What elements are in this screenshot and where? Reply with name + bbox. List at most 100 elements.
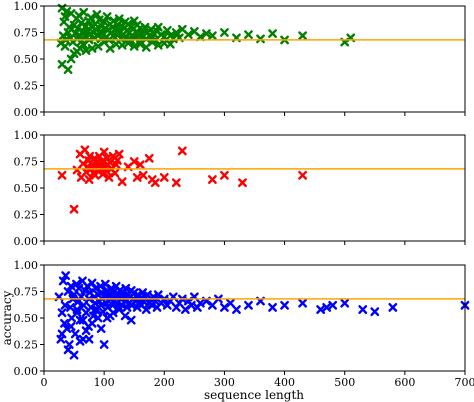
data-point [78,315,88,325]
data-point [66,54,76,64]
data-point [183,30,193,40]
data-point [177,146,187,156]
data-point [69,204,79,214]
data-point [63,65,73,74]
data-point [84,334,94,344]
data-point [208,300,217,310]
data-point [93,313,103,323]
y-tick-label: 0.75 [14,27,39,40]
data-point [144,153,154,163]
data-point [105,44,115,53]
data-point [153,22,163,32]
data-point [153,290,163,300]
data-point [58,276,68,286]
data-point [57,329,67,339]
data-point [135,160,145,170]
data-point [102,286,112,295]
y-tick-label: 0.50 [14,312,39,325]
data-point [132,303,142,312]
data-point [60,318,69,328]
data-point [298,31,308,41]
data-point [138,170,148,180]
data-point [69,350,79,360]
y-tick-label: 0.00 [14,235,39,248]
data-point [104,173,114,182]
data-point [60,41,70,51]
axes-frame [43,134,466,242]
x-tick-label: 200 [154,376,175,389]
x-axis-label: sequence length [204,388,304,402]
y-tick-label: 0.00 [14,365,39,378]
data-point [316,305,326,314]
data-point [81,326,91,336]
data-point [186,300,196,310]
y-tick-label: 0.75 [14,156,39,169]
data-point [208,175,217,184]
data-point [117,40,127,50]
data-point [256,34,265,44]
data-point [208,31,217,41]
data-point [298,298,308,308]
data-point [93,41,103,51]
data-point [57,170,67,180]
y-tick-label: 0.50 [14,53,39,66]
data-point [171,28,181,37]
data-point [201,29,211,38]
x-tick-label: 300 [214,376,235,389]
data-point [84,175,94,184]
data-point [99,147,109,157]
data-point [61,271,71,280]
data-point [140,22,150,32]
data-point [328,300,338,310]
data-point [120,311,130,321]
data-point [388,303,398,312]
data-point [63,287,73,296]
data-point [62,6,72,16]
data-point [220,303,229,312]
data-point [195,298,205,308]
panel-top: 0.00 0.25 0.50 0.75 1.00 [14,0,466,119]
data-point [110,168,120,178]
data-point [102,12,112,21]
data-point [238,178,247,188]
data-point [220,28,229,37]
data-point [100,279,110,289]
data-point [114,149,124,159]
data-point [159,173,169,182]
data-point [74,283,84,293]
data-point [66,303,75,312]
data-point [162,25,172,35]
data-point [226,298,235,308]
data-point [150,178,160,188]
data-point [72,308,82,318]
x-tick-label: 500 [334,376,355,389]
data-point [86,13,96,23]
y-tick-label: 1.00 [14,259,39,272]
x-tick-label: 600 [394,376,415,389]
data-point [57,308,67,318]
data-point [244,30,253,40]
panel-bottom: 0.00 0.25 0.50 0.75 1.00 0 100 200 300 400 500 600 7… [14,259,474,389]
data-point [126,315,136,325]
data-point [146,24,156,34]
data-point [195,32,205,42]
data-point [90,298,100,308]
data-point [165,39,175,49]
x-tick-label: 700 [455,376,474,389]
data-point [75,336,85,346]
data-point [244,300,253,310]
data-point [132,173,142,182]
data-point [90,305,100,314]
y-tick-label: 0.25 [14,339,39,352]
data-point [220,170,229,180]
x-tick-label: 400 [274,376,295,389]
y-tick-label: 0.25 [14,209,39,222]
data-point [78,39,88,49]
y-tick-label: 1.00 [14,129,39,142]
data-point [153,40,163,50]
data-point [117,177,127,187]
data-point [72,165,82,175]
data-point [370,307,380,317]
data-point [135,39,145,49]
